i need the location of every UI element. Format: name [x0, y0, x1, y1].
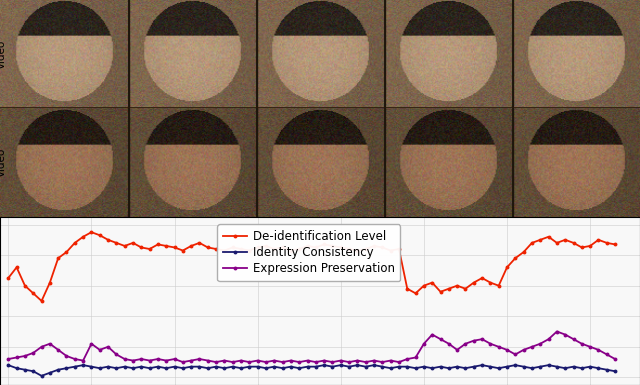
Expression Preservation	[4, 357, 12, 362]
Line: De-identification Level: De-identification Level	[6, 230, 617, 303]
De-identification Level	[38, 299, 45, 303]
Expression Preservation	[138, 357, 145, 362]
Identity Consistency	[38, 373, 45, 378]
Expression Preservation	[353, 358, 361, 363]
De-identification Level	[88, 230, 95, 234]
De-identification Level	[4, 276, 12, 280]
Identity Consistency	[353, 363, 361, 367]
Y-axis label: Source
Video: Source Video	[0, 145, 6, 181]
Expression Preservation	[179, 360, 187, 364]
De-identification Level	[146, 247, 154, 251]
Legend: De-identification Level, Identity Consistency, Expression Preservation: De-identification Level, Identity Consis…	[217, 224, 401, 281]
Identity Consistency	[212, 364, 220, 369]
Line: Expression Preservation: Expression Preservation	[6, 330, 617, 364]
Line: Identity Consistency: Identity Consistency	[6, 363, 617, 378]
Identity Consistency	[4, 363, 12, 367]
De-identification Level	[221, 248, 228, 253]
Expression Preservation	[129, 358, 137, 363]
De-identification Level	[154, 242, 162, 247]
Expression Preservation	[553, 329, 561, 334]
De-identification Level	[362, 247, 369, 251]
Expression Preservation	[611, 357, 619, 362]
Identity Consistency	[611, 369, 619, 373]
Identity Consistency	[138, 364, 145, 369]
Expression Preservation	[212, 360, 220, 364]
Identity Consistency	[345, 364, 353, 369]
De-identification Level	[353, 248, 361, 253]
Expression Preservation	[345, 360, 353, 364]
Expression Preservation	[570, 337, 577, 341]
Y-axis label: De-identified
Video: De-identified Video	[0, 20, 6, 88]
De-identification Level	[611, 242, 619, 247]
De-identification Level	[570, 241, 577, 245]
Identity Consistency	[561, 366, 569, 370]
Identity Consistency	[146, 366, 154, 370]
